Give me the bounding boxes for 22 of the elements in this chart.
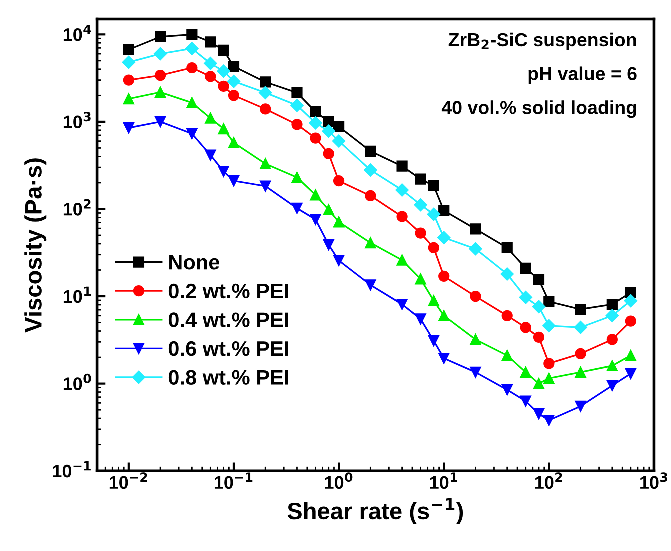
x-tick-label: 10$^{−1}$ bbox=[214, 472, 253, 490]
y-tick-label: 10$^{2}$ bbox=[64, 199, 91, 216]
x-tick-label: 10$^{1}$ bbox=[430, 472, 458, 490]
x-tick-label: 10$^{3}$ bbox=[640, 472, 668, 490]
y-axis-title: Viscosity (Pa·s) bbox=[24, 158, 47, 333]
y-tick-label: 10$^{3}$ bbox=[64, 112, 91, 129]
legend-label: 0.4 wt.% PEI bbox=[168, 312, 288, 328]
annotation: 40 vol.% solid loading bbox=[442, 100, 636, 118]
y-tick-label: 10$^{4}$ bbox=[64, 24, 92, 42]
y-tick-label: 10$^{1}$ bbox=[64, 286, 92, 304]
legend-label: 0.6 wt.% PEI bbox=[168, 341, 288, 356]
y-tick-label: 10$^{−1}$ bbox=[53, 461, 91, 478]
x-tick-label: 10$^{0}$ bbox=[325, 472, 353, 490]
legend-label: None bbox=[170, 255, 220, 270]
y-tick-label: 10$^{0}$ bbox=[64, 374, 92, 390]
legend-label: 0.2 wt.% PEI bbox=[168, 284, 288, 299]
x-tick-label: 10$^{−2}$ bbox=[110, 472, 148, 490]
x-tick-label: 10$^{2}$ bbox=[535, 472, 562, 490]
annotation: pH value = 6 bbox=[528, 66, 637, 84]
legend-label: 0.8 wt.% PEI bbox=[168, 370, 288, 385]
annotation: ZrB$_{2}$-SiC suspension bbox=[448, 32, 636, 50]
x-axis-title: Shear rate (s$^{−1}$) bbox=[288, 498, 464, 524]
